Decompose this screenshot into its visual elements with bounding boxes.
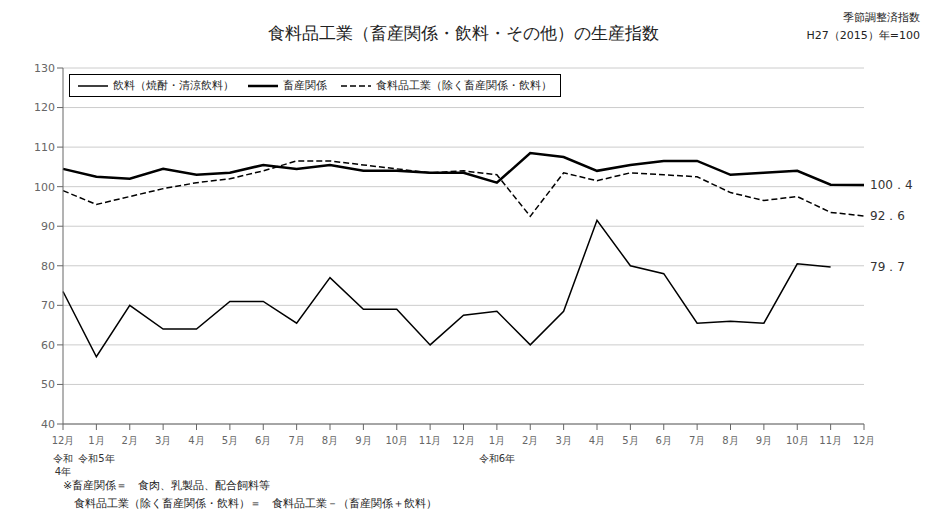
svg-text:4月: 4月: [188, 435, 204, 446]
svg-text:70: 70: [41, 299, 55, 312]
svg-text:1月: 1月: [88, 435, 104, 446]
svg-text:11月: 11月: [819, 435, 842, 446]
svg-text:4月: 4月: [589, 435, 605, 446]
svg-text:92．6: 92．6: [870, 209, 905, 223]
svg-text:11月: 11月: [419, 435, 442, 446]
svg-text:4年: 4年: [55, 466, 71, 477]
svg-text:120: 120: [34, 101, 55, 114]
html-text:食料品工業（除く畜産関係・飲料）＝ 食料品工業－（畜産関係＋: 食料品工業（除く畜産関係・飲料）＝ 食料品工業－（畜産関係＋飲料）: [63, 497, 437, 510]
svg-text:令和: 令和: [53, 453, 73, 464]
svg-text:12月: 12月: [452, 435, 475, 446]
svg-text:2月: 2月: [122, 435, 138, 446]
svg-text:8月: 8月: [322, 435, 338, 446]
svg-text:5月: 5月: [222, 435, 238, 446]
svg-text:9月: 9月: [355, 435, 371, 446]
svg-text:10月: 10月: [786, 435, 809, 446]
svg-text:110: 110: [34, 141, 55, 154]
svg-text:2月: 2月: [522, 435, 538, 446]
svg-text:12月: 12月: [853, 435, 876, 446]
html-text:畜産関係: 畜産関係: [283, 79, 327, 92]
svg-text:3月: 3月: [155, 435, 171, 446]
svg-text:6月: 6月: [656, 435, 672, 446]
svg-text:100．4: 100．4: [870, 178, 913, 192]
svg-text:80: 80: [41, 260, 55, 273]
html-text:飲料（焼酎・清涼飲料）: 飲料（焼酎・清涼飲料）: [113, 79, 234, 92]
svg-text:令和5年: 令和5年: [78, 453, 114, 464]
html-text:食料品工業（畜産関係・飲料・その他）の生産指数: 食料品工業（畜産関係・飲料・その他）の生産指数: [268, 23, 659, 43]
svg-text:12月: 12月: [52, 435, 75, 446]
svg-text:7月: 7月: [288, 435, 304, 446]
svg-text:9月: 9月: [756, 435, 772, 446]
html-text:食料品工業（除く畜産関係・飲料）: 食料品工業（除く畜産関係・飲料）: [376, 79, 552, 92]
svg-text:3月: 3月: [555, 435, 571, 446]
svg-text:79．7: 79．7: [870, 260, 905, 274]
svg-text:50: 50: [41, 378, 55, 391]
svg-text:6月: 6月: [255, 435, 271, 446]
svg-text:5月: 5月: [622, 435, 638, 446]
svg-text:8月: 8月: [722, 435, 738, 446]
svg-text:130: 130: [34, 62, 55, 75]
svg-text:7月: 7月: [689, 435, 705, 446]
html-text:H27（2015）年=100: H27（2015）年=100: [806, 29, 920, 42]
svg-text:60: 60: [41, 339, 55, 352]
svg-text:40: 40: [41, 418, 55, 431]
html-text:季節調整済指数: 季節調整済指数: [843, 11, 920, 24]
svg-text:90: 90: [41, 220, 55, 233]
svg-text:令和6年: 令和6年: [479, 453, 515, 464]
svg-text:10月: 10月: [385, 435, 408, 446]
html-text:※畜産関係＝ 食肉、乳製品、配合飼料等: ※畜産関係＝ 食肉、乳製品、配合飼料等: [63, 479, 271, 492]
svg-text:100: 100: [34, 181, 55, 194]
svg-text:1月: 1月: [489, 435, 505, 446]
